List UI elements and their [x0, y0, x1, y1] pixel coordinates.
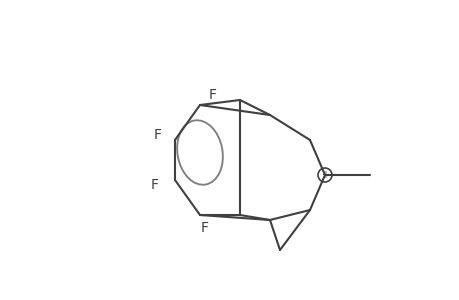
Text: F: F [208, 88, 217, 102]
Text: F: F [201, 221, 208, 235]
Text: F: F [151, 178, 159, 192]
Text: F: F [154, 128, 162, 142]
Text: +: + [320, 170, 328, 180]
